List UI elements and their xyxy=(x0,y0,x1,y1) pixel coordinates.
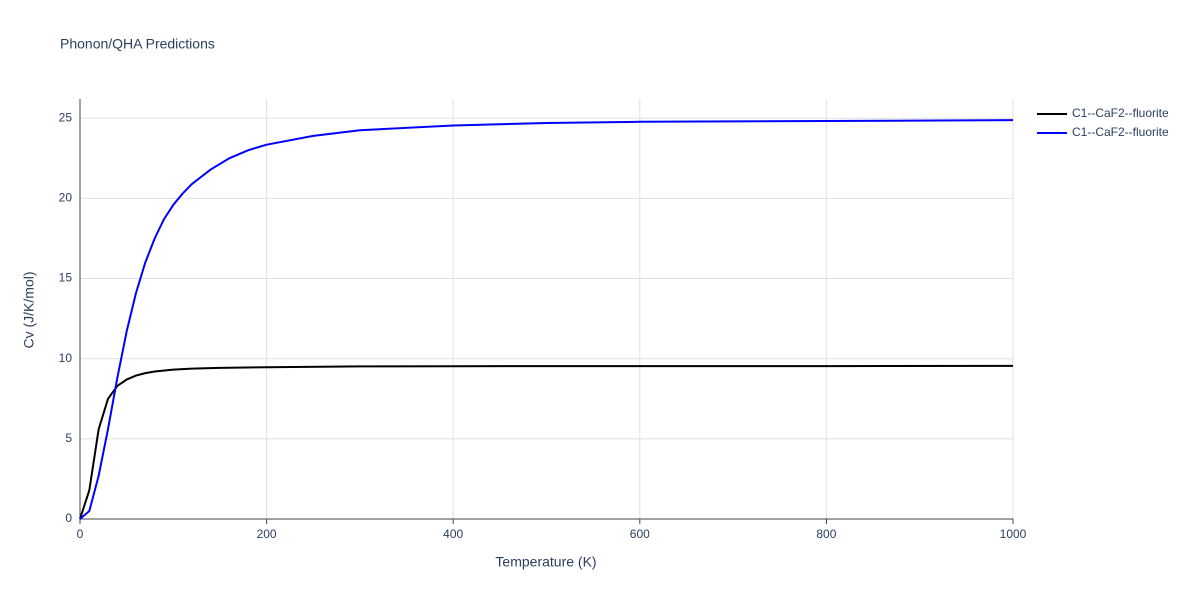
y-tick-label: 0 xyxy=(65,511,72,525)
y-tick-label: 20 xyxy=(59,191,73,205)
x-tick-label: 1000 xyxy=(1000,527,1027,541)
y-tick-label: 25 xyxy=(59,110,73,124)
y-axis-title: Cv (J/K/mol) xyxy=(21,272,37,349)
x-tick-label: 0 xyxy=(77,527,84,541)
x-tick-label: 600 xyxy=(630,527,650,541)
x-axis-title: Temperature (K) xyxy=(495,554,596,570)
series-line xyxy=(79,364,1014,520)
legend-label: C1--CaF2--fluorite xyxy=(1072,125,1169,139)
series-line xyxy=(79,119,1014,520)
y-tick-label: 10 xyxy=(59,351,73,365)
x-tick-label: 200 xyxy=(257,527,277,541)
legend-label: C1--CaF2--fluorite xyxy=(1072,106,1169,120)
chart-title: Phonon/QHA Predictions xyxy=(60,36,215,52)
x-tick-label: 800 xyxy=(816,527,836,541)
y-tick-label: 5 xyxy=(65,431,72,445)
x-tick-label: 400 xyxy=(443,527,463,541)
y-tick-label: 15 xyxy=(59,271,73,285)
